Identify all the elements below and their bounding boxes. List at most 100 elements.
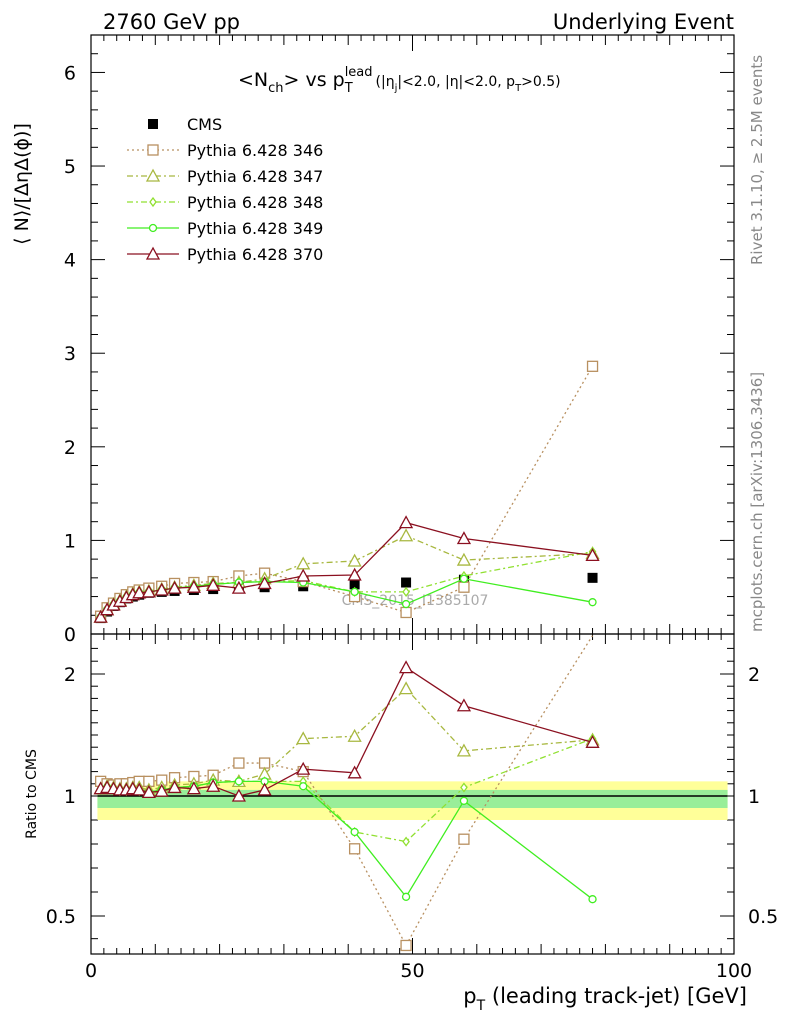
x-tick-label: 50 <box>400 960 424 982</box>
legend-label: Pythia 6.428 347 <box>187 167 323 186</box>
ratio-data-point <box>398 681 414 695</box>
main-series-1 <box>94 360 599 622</box>
main-data-point <box>186 579 201 593</box>
main-data-point <box>167 580 182 594</box>
legend-marker <box>148 119 158 129</box>
legend-label: Pythia 6.428 370 <box>187 245 323 264</box>
ratio-data-point <box>458 833 470 845</box>
ratio-y-tick-label: 0.5 <box>46 906 76 928</box>
ratio-y-tick-label-right: 2 <box>748 664 760 686</box>
ratio-data-point <box>588 895 597 904</box>
main-data-point <box>141 584 156 598</box>
ratio-data-point <box>231 788 246 802</box>
ratio-data-point <box>186 781 201 795</box>
ratio-data-point <box>132 782 147 796</box>
main-data-point <box>349 579 360 590</box>
ratio-data-point <box>154 783 169 797</box>
main-data-point <box>296 556 311 570</box>
legend-label: CMS <box>187 115 222 134</box>
main-data-point <box>587 572 598 583</box>
ratio-data-point <box>347 728 362 742</box>
legend-marker <box>149 196 157 208</box>
ratio-data-point <box>258 757 271 769</box>
ratio-series-layer <box>93 635 600 952</box>
main-series-layer <box>93 360 600 624</box>
ratio-data-point <box>400 939 412 952</box>
legend: CMS Pythia 6.428 346 Pythia 6.428 347 Pythi… <box>127 115 323 264</box>
ratio-data-point <box>206 778 221 792</box>
ratio-data-point <box>350 827 359 837</box>
main-y-tick-label: 6 <box>64 62 76 84</box>
chart-title: <Nch> vs pTlead(|ηj|<2.0, |η|<2.0, pT>0.… <box>238 65 561 96</box>
main-data-point <box>347 567 362 581</box>
main-data-point <box>257 576 272 590</box>
main-data-point <box>93 609 108 623</box>
main-y-axis-label: ⟨ N⟩/[ΔηΔ(ϕ)] <box>11 123 33 245</box>
ratio-data-point <box>296 731 311 745</box>
legend-marker <box>145 168 161 182</box>
ratio-data-point <box>167 780 182 794</box>
ratio-data-point <box>398 660 414 674</box>
cms-uncertainty-band <box>97 781 728 820</box>
main-data-point <box>459 574 469 583</box>
header-left: 2760 GeV pp <box>103 10 240 34</box>
ratio-data-point <box>456 743 472 757</box>
ratio-data-point <box>299 782 308 791</box>
watermark: CMS_2015_I1385107 <box>342 593 489 609</box>
ratio-data-point <box>257 782 272 796</box>
ratio-data-point <box>456 698 472 712</box>
ratio-data-point <box>348 843 361 855</box>
main-data-point <box>231 580 246 594</box>
main-data-point <box>350 587 359 597</box>
ratio-data-point <box>459 796 469 805</box>
ratio-y-tick-label: 2 <box>64 664 76 686</box>
main-y-tick-label: 3 <box>64 343 76 365</box>
ratio-data-point <box>460 782 468 793</box>
band-inner <box>97 789 728 808</box>
main-y-tick-label: 5 <box>64 156 76 178</box>
legend-label: Pythia 6.428 348 <box>187 193 323 212</box>
main-y-tick-label: 0 <box>64 624 76 646</box>
x-axis-label: pT (leading track-jet) [GeV] <box>463 984 747 1014</box>
main-y-tick-label: 4 <box>64 250 76 272</box>
main-data-point <box>585 548 600 562</box>
ratio-data-point <box>585 734 600 748</box>
main-data-point <box>206 577 221 591</box>
ratio-data-point <box>233 757 245 769</box>
main-data-point <box>401 577 412 588</box>
legend-marker <box>147 144 159 156</box>
main-series-5 <box>93 515 600 623</box>
ratio-data-point <box>141 784 156 798</box>
rivet-label: Rivet 3.1.10, ≥ 2.5M events <box>748 55 766 265</box>
ratio-data-point <box>234 777 244 786</box>
ratio-data-point <box>402 836 410 847</box>
source-label: mcplots.cern.ch [arXiv:1306.3436] <box>748 372 766 632</box>
header-right: Underlying Event <box>553 10 734 34</box>
main-data-point <box>296 568 311 582</box>
ratio-series-4 <box>93 660 600 802</box>
tick-labels: 0 1 2 3 4 5 6 0.5 0.5 1 1 2 2 0 50 100 <box>46 62 778 982</box>
x-tick-label: 0 <box>85 960 97 982</box>
main-data-point <box>586 360 599 372</box>
main-data-point <box>154 582 169 596</box>
ratio-data-point <box>347 765 362 779</box>
ratio-y-tick-label-right: 1 <box>748 786 760 808</box>
main-data-point <box>402 586 410 597</box>
main-y-tick-label: 2 <box>64 437 76 459</box>
legend-marker <box>145 246 161 260</box>
main-data-point <box>401 599 411 609</box>
axis-ticks <box>90 35 735 954</box>
main-data-point <box>398 528 414 542</box>
main-data-point <box>347 553 362 567</box>
main-data-point <box>398 515 414 529</box>
legend-label: Pythia 6.428 349 <box>187 219 323 238</box>
main-y-tick-label: 1 <box>64 530 76 552</box>
ratio-y-tick-label: 1 <box>64 786 76 808</box>
main-data-point <box>400 606 412 619</box>
main-data-point <box>458 581 470 593</box>
main-data-point <box>132 585 147 599</box>
main-data-point <box>456 531 472 545</box>
ratio-data-point <box>296 761 311 775</box>
ratio-data-point <box>401 892 411 901</box>
